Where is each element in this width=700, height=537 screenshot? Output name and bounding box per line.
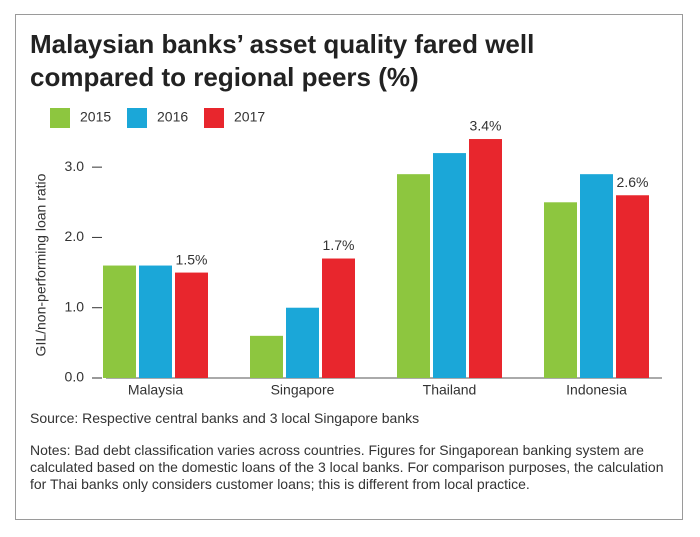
bar bbox=[250, 335, 283, 378]
data-label: 3.4% bbox=[470, 118, 502, 134]
bar bbox=[433, 153, 466, 378]
y-axis-label: GIL/non-performing loan ratio bbox=[33, 173, 49, 356]
x-tick-label: Indonesia bbox=[566, 382, 627, 398]
bar bbox=[544, 202, 577, 378]
x-tick-label: Malaysia bbox=[128, 382, 183, 398]
x-tick-label: Thailand bbox=[423, 382, 477, 398]
bar bbox=[175, 272, 208, 378]
source-note: Source: Respective central banks and 3 l… bbox=[30, 410, 420, 426]
x-tick-label: Singapore bbox=[271, 382, 335, 398]
data-label: 1.5% bbox=[176, 251, 208, 267]
bar bbox=[616, 195, 649, 378]
bar bbox=[397, 174, 430, 378]
legend-swatch bbox=[50, 108, 70, 128]
bar bbox=[580, 174, 613, 378]
bar bbox=[286, 307, 319, 378]
legend-label: 2017 bbox=[234, 109, 265, 125]
y-tick-label: 1.0 bbox=[65, 298, 85, 314]
chart-title: Malaysian banks’ asset quality fared wel… bbox=[30, 29, 535, 92]
bar bbox=[322, 258, 355, 378]
y-tick-label: 3.0 bbox=[65, 158, 85, 174]
frame bbox=[15, 14, 683, 520]
legend-swatch bbox=[204, 108, 224, 128]
legend-label: 2016 bbox=[157, 109, 188, 125]
notes: Notes: Bad debt classification varies ac… bbox=[30, 442, 664, 492]
data-label: 2.6% bbox=[617, 174, 649, 190]
bar bbox=[139, 265, 172, 378]
data-label: 1.7% bbox=[323, 237, 355, 253]
bar bbox=[103, 265, 136, 378]
y-tick-label: 2.0 bbox=[65, 228, 85, 244]
legend-label: 2015 bbox=[80, 109, 111, 125]
legend-swatch bbox=[127, 108, 147, 128]
y-tick-label: 0.0 bbox=[65, 369, 85, 385]
bar bbox=[469, 139, 502, 378]
